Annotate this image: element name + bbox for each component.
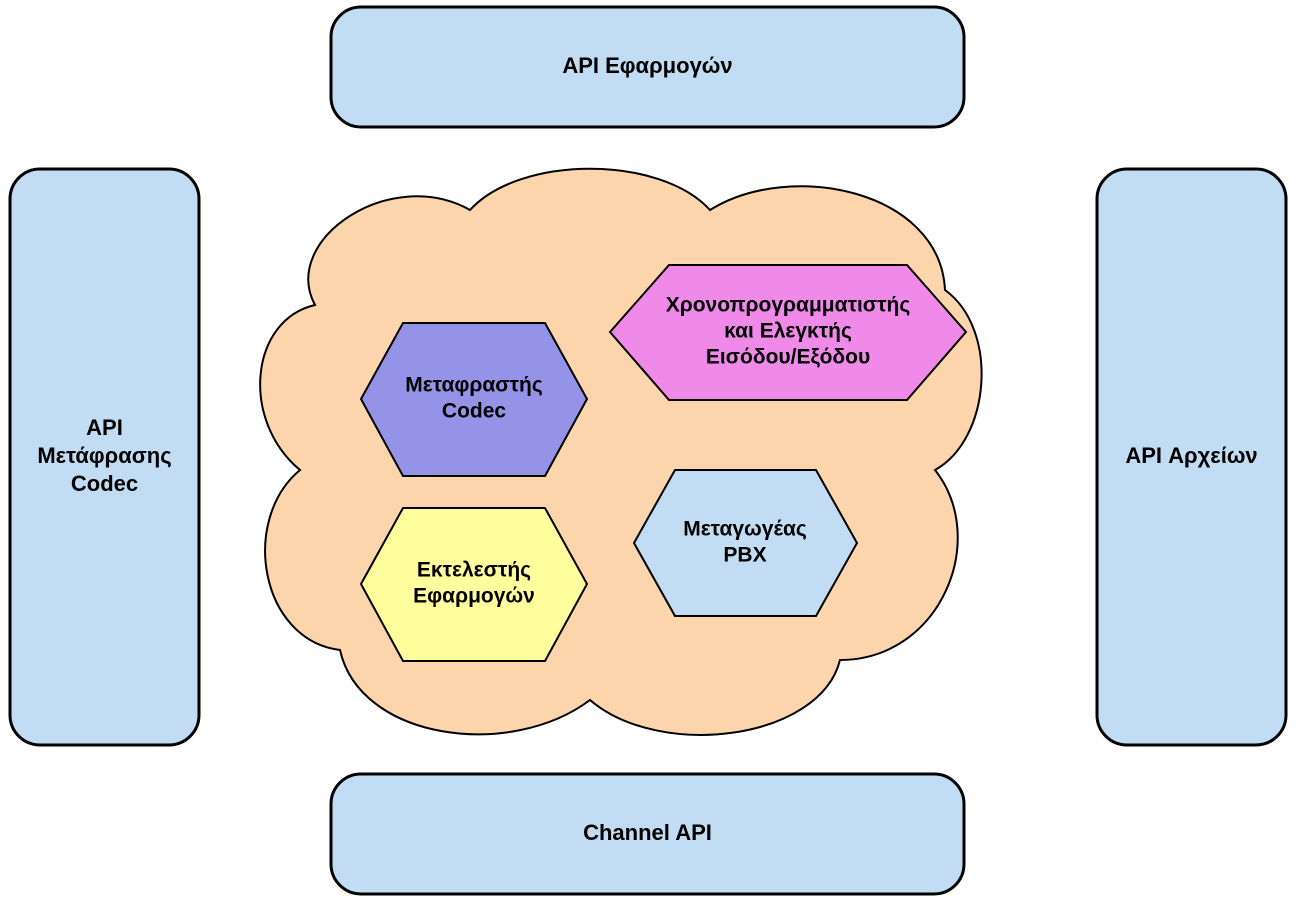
svg-text:Εκτελεστής: Εκτελεστής [417,559,531,582]
svg-text:API: API [86,415,123,440]
svg-text:Codec: Codec [71,471,138,496]
svg-text:Μετάφρασης: Μετάφρασης [37,443,171,468]
svg-text:Μεταγωγέας: Μεταγωγέας [683,518,807,541]
svg-text:Channel API: Channel API [583,820,712,845]
api-box-left: API Μετάφρασης Codec [10,169,199,745]
architecture-diagram: API Εφαρμογών Channel API API Μετάφρασης Cod… [0,0,1296,901]
svg-text:Codec: Codec [442,400,507,423]
core-cloud [260,169,981,735]
svg-text:API Εφαρμογών: API Εφαρμογών [562,53,732,78]
hex-executor: Εκτελεστής Εφαρμογών [361,508,587,661]
svg-text:PBX: PBX [723,544,766,567]
svg-text:Εφαρμογών: Εφαρμογών [413,585,535,608]
api-box-bottom: Channel API [331,774,964,894]
svg-text:Μεταφραστής: Μεταφραστής [405,374,543,397]
hex-codec: Μεταφραστής Codec [361,323,587,476]
hex-pbx: Μεταγωγέας PBX [634,470,857,616]
svg-text:και Ελεγκτής: και Ελεγκτής [724,320,852,343]
svg-text:Χρονοπρογραμματιστής: Χρονοπρογραμματιστής [666,294,911,317]
hex-scheduler: Χρονοπρογραμματιστής και Ελεγκτής Εισόδου/… [610,265,966,400]
svg-text:API Αρχείων: API Αρχείων [1125,443,1257,468]
api-box-top: API Εφαρμογών [331,7,964,127]
svg-text:Εισόδου/Εξόδου: Εισόδου/Εξόδου [706,346,870,369]
api-box-right: API Αρχείων [1097,169,1286,745]
